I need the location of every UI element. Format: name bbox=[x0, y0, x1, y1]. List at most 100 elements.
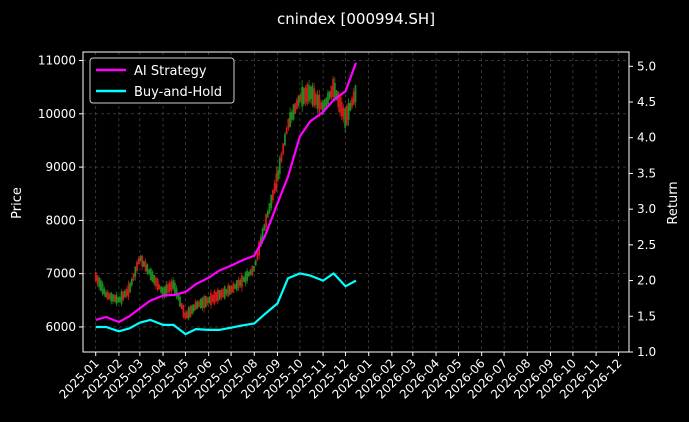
candle-body bbox=[167, 284, 169, 293]
candle-body bbox=[218, 289, 221, 300]
candle-body bbox=[110, 292, 113, 302]
candle-body bbox=[156, 279, 159, 290]
candle-body bbox=[268, 203, 271, 213]
candle-body bbox=[301, 86, 304, 107]
legend-label-ai-strategy: AI Strategy bbox=[134, 64, 207, 79]
candle-body bbox=[206, 298, 209, 304]
y2-tick-label: 4.0 bbox=[637, 131, 656, 145]
y-tick-label: 8000 bbox=[45, 213, 76, 227]
candle-body bbox=[272, 189, 274, 201]
candle-body bbox=[337, 92, 340, 108]
candle-body bbox=[213, 291, 216, 304]
candle-body bbox=[308, 85, 310, 102]
candle-body bbox=[299, 94, 302, 102]
candle-body bbox=[112, 294, 114, 302]
candle-body bbox=[304, 88, 307, 102]
series-lines bbox=[95, 62, 358, 336]
candle-body bbox=[122, 291, 125, 300]
chart-title: cnindex [000994.SH] bbox=[277, 10, 435, 28]
candle-body bbox=[289, 112, 292, 127]
candle-body bbox=[194, 302, 197, 311]
candle-body bbox=[182, 304, 185, 317]
candle-body bbox=[203, 296, 205, 309]
legend-label-buy-and-hold: Buy-and-Hold bbox=[134, 85, 222, 100]
candle-body bbox=[354, 85, 357, 103]
candle-body bbox=[228, 285, 231, 295]
candle-body bbox=[130, 278, 133, 286]
candle-body bbox=[309, 86, 312, 99]
candle-body bbox=[290, 111, 293, 120]
left-axis: 6000 7000 8000 9000 10000 11000 bbox=[38, 54, 83, 334]
candle-body bbox=[115, 294, 118, 304]
candle-body bbox=[339, 96, 341, 113]
candle-body bbox=[235, 280, 238, 291]
candle-body bbox=[191, 305, 193, 314]
candle-body bbox=[185, 311, 188, 319]
candle-body bbox=[103, 288, 106, 295]
candle-body bbox=[282, 143, 285, 154]
y2-tick-label: 3.5 bbox=[637, 166, 656, 180]
candle-body bbox=[327, 92, 329, 105]
candle-body bbox=[101, 283, 104, 294]
y-axis-label: Price bbox=[10, 187, 25, 219]
y-tick-label: 11000 bbox=[38, 54, 76, 68]
candle-body bbox=[146, 264, 149, 274]
candle-body bbox=[134, 266, 137, 277]
candle-body bbox=[265, 214, 267, 228]
candle-body bbox=[247, 271, 250, 277]
candle-body bbox=[210, 293, 212, 306]
y2-axis-label: Return bbox=[666, 181, 681, 224]
right-axis: 1.0 1.5 2.0 2.5 3.0 3.5 4.0 4.5 5.0 bbox=[629, 59, 656, 359]
candle-body bbox=[232, 283, 235, 293]
candle-body bbox=[208, 296, 211, 304]
y2-tick-label: 2.0 bbox=[637, 274, 656, 288]
candle-body bbox=[161, 287, 164, 297]
candle-body bbox=[227, 285, 230, 297]
candle-body bbox=[106, 291, 109, 300]
candle-body bbox=[352, 91, 355, 105]
candle-body bbox=[332, 78, 335, 98]
candle-body bbox=[328, 91, 331, 99]
candle-body bbox=[153, 274, 156, 284]
candle-body bbox=[132, 273, 135, 281]
y2-tick-label: 5.0 bbox=[637, 59, 656, 73]
candle-body bbox=[285, 127, 288, 135]
candle-body bbox=[246, 270, 248, 281]
candle-body bbox=[277, 170, 279, 180]
candle-body bbox=[175, 288, 178, 297]
candle-body bbox=[222, 289, 224, 298]
candle-body bbox=[211, 294, 214, 302]
candle-body bbox=[125, 289, 128, 296]
candle-body bbox=[225, 289, 228, 295]
candle-body bbox=[216, 289, 219, 302]
candle-body bbox=[320, 102, 322, 110]
candle-body bbox=[316, 94, 319, 109]
candle-body bbox=[284, 134, 286, 146]
candle-body bbox=[313, 88, 316, 107]
candle-body bbox=[254, 259, 257, 266]
candle-body bbox=[223, 286, 226, 299]
candle-body bbox=[105, 292, 107, 298]
candle-body bbox=[306, 84, 309, 105]
candle-body bbox=[241, 275, 243, 288]
candle-body bbox=[180, 303, 183, 310]
candle-body bbox=[118, 297, 121, 302]
candle-body bbox=[204, 295, 207, 308]
candle-body bbox=[127, 284, 130, 297]
candle-body bbox=[141, 255, 144, 267]
legend: AI Strategy Buy-and-Hold bbox=[89, 57, 235, 104]
candle-body bbox=[201, 297, 204, 309]
candle-body bbox=[189, 305, 192, 318]
candle-body bbox=[256, 251, 259, 260]
candle-body bbox=[244, 272, 247, 283]
candle-body bbox=[266, 211, 269, 218]
candle-body bbox=[158, 284, 161, 290]
candle-body bbox=[275, 173, 278, 191]
candle-body bbox=[144, 261, 147, 272]
candle-body bbox=[187, 307, 190, 319]
candle-body bbox=[242, 277, 245, 282]
candle-body bbox=[124, 290, 126, 298]
plot-frame bbox=[82, 51, 630, 353]
candle-body bbox=[261, 228, 264, 241]
